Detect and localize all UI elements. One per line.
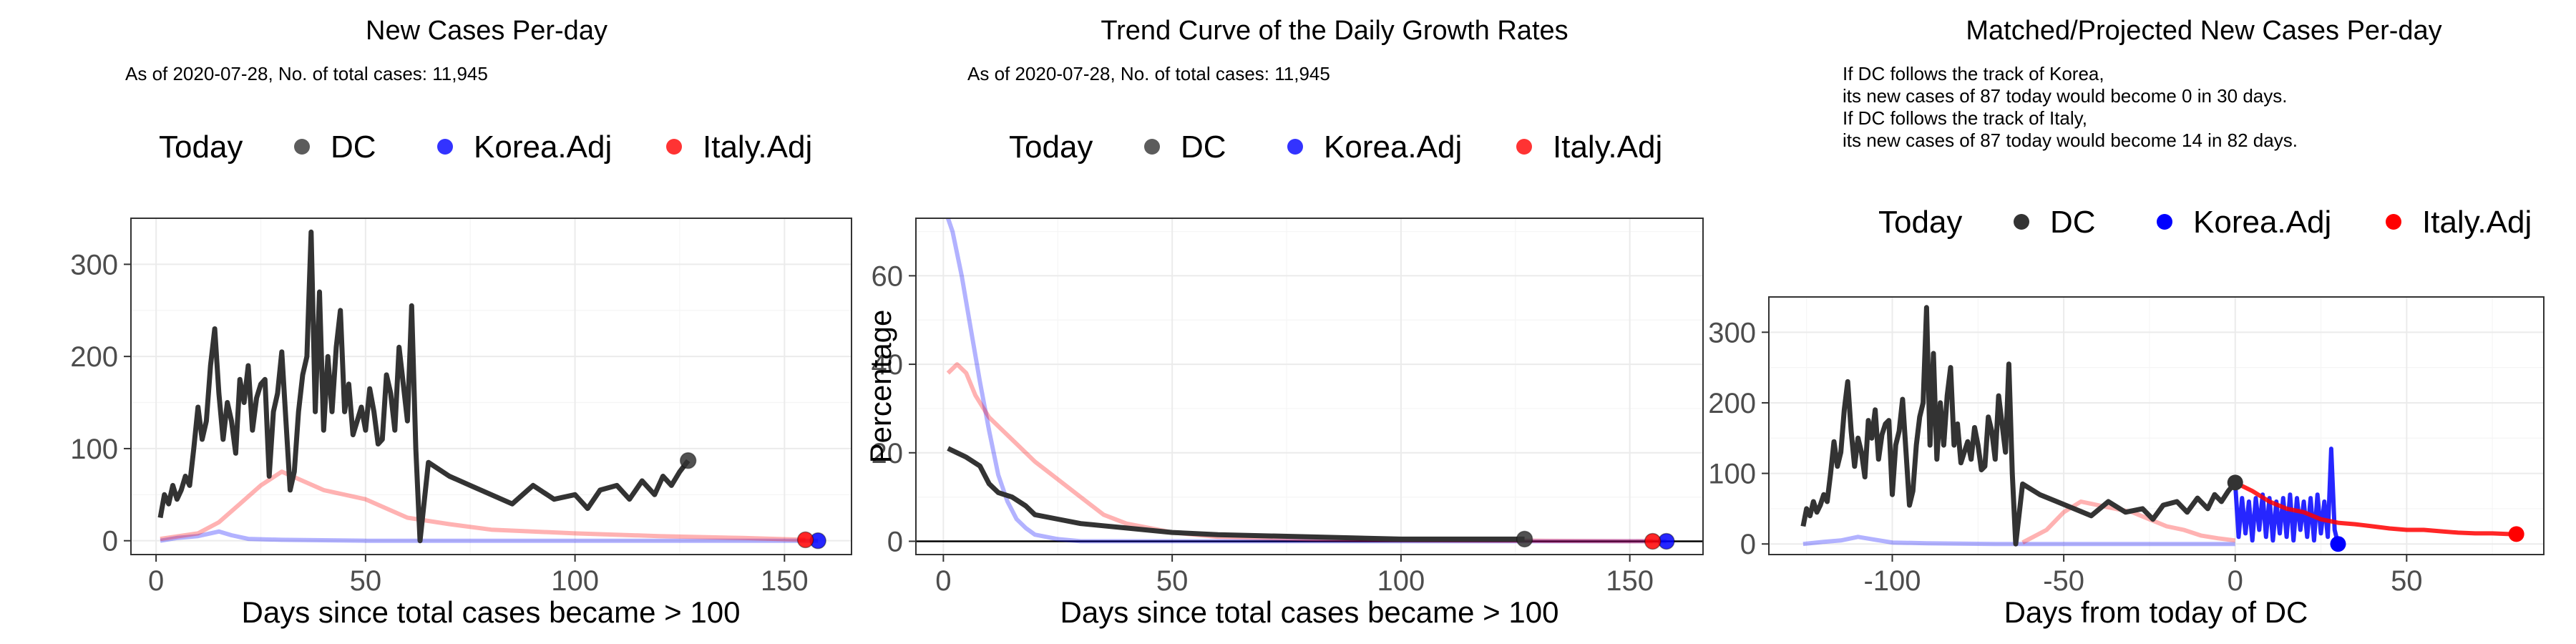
y-tick-label: 40 bbox=[872, 349, 904, 381]
x-tick-label: 0 bbox=[935, 565, 951, 597]
chart-subtitle-line: its new cases of 87 today would become 0… bbox=[1843, 85, 2287, 107]
legend-key bbox=[1516, 139, 1532, 155]
series-line-dc bbox=[947, 446, 1525, 542]
chart-subtitle-line: If DC follows the track of Korea, bbox=[1843, 63, 2104, 84]
plot-frame bbox=[1768, 296, 2545, 555]
chart-subtitle-line: As of 2020-07-28, No. of total cases: 11… bbox=[967, 63, 1330, 84]
today-point bbox=[796, 531, 814, 549]
series-line-dc bbox=[157, 229, 691, 544]
chart-panel-1: New Cases Per-day As of 2020-07-28, No. o… bbox=[70, 16, 852, 629]
y-tick-label: 0 bbox=[887, 526, 903, 557]
legend: Today DC Korea.Adj Italy.Adj bbox=[159, 130, 812, 165]
legend-key bbox=[666, 139, 682, 155]
x-axis-title: Days since total cases became > 100 bbox=[242, 595, 741, 629]
legend-entry: Italy.Adj bbox=[2422, 205, 2532, 240]
series-line-korea-adj bbox=[2233, 447, 2341, 545]
x-tick-label: 50 bbox=[2391, 565, 2423, 597]
legend-entry: Italy.Adj bbox=[703, 130, 812, 165]
y-axis-title: Percentage bbox=[864, 310, 897, 464]
y-tick-label: 60 bbox=[872, 260, 904, 292]
today-point bbox=[1644, 532, 1662, 550]
today-point bbox=[2330, 536, 2346, 552]
y-tick-label: 200 bbox=[1708, 388, 1756, 419]
y-tick-label: 300 bbox=[1708, 317, 1756, 348]
x-tick-label: 0 bbox=[148, 565, 164, 597]
legend: Today DC Korea.Adj Italy.Adj bbox=[1009, 130, 1662, 165]
legend-key bbox=[2386, 214, 2401, 230]
y-tick-label: 100 bbox=[70, 434, 118, 465]
today-point bbox=[2227, 474, 2243, 491]
legend-entry: Korea.Adj bbox=[1324, 130, 1462, 165]
y-tick-label: 0 bbox=[102, 526, 118, 557]
series-line-italy-adj bbox=[160, 469, 806, 542]
legend: Today DC Korea.Adj Italy.Adj bbox=[1878, 205, 2532, 240]
series-line-italy-adj bbox=[2234, 480, 2517, 537]
series-line-korea-adj bbox=[160, 529, 819, 543]
chart-subtitle-line: its new cases of 87 today would become 1… bbox=[1843, 130, 2298, 151]
x-tick-label: 0 bbox=[2228, 565, 2243, 597]
series-line-dc bbox=[1800, 305, 2238, 547]
x-tick-label: 100 bbox=[551, 565, 599, 597]
today-point bbox=[679, 452, 697, 469]
legend-key bbox=[2157, 214, 2172, 230]
y-tick-label: 20 bbox=[872, 438, 904, 469]
y-tick-label: 100 bbox=[1708, 459, 1756, 490]
chart-subtitle-line: If DC follows the track of Italy, bbox=[1843, 107, 2087, 129]
x-tick-label: 50 bbox=[350, 565, 382, 597]
legend-key bbox=[437, 139, 453, 155]
plot-background bbox=[916, 218, 1703, 555]
legend-title: Today bbox=[1009, 130, 1093, 165]
legend-entry: Korea.Adj bbox=[2193, 205, 2331, 240]
x-tick-label: -50 bbox=[2043, 565, 2084, 597]
legend-entry: Italy.Adj bbox=[1553, 130, 1662, 165]
legend-title: Today bbox=[159, 130, 243, 165]
legend-key bbox=[294, 139, 310, 155]
plot-frame bbox=[915, 218, 1704, 555]
plot-frame bbox=[130, 218, 852, 555]
chart-panel-3: Matched/Projected New Cases Per-day If DC… bbox=[1708, 16, 2545, 629]
chart-title: New Cases Per-day bbox=[366, 16, 608, 46]
x-tick-label: -100 bbox=[1863, 565, 1921, 597]
chart-subtitle-line: As of 2020-07-28, No. of total cases: 11… bbox=[125, 63, 488, 84]
series-line-korea-adj-matched bbox=[1802, 535, 2235, 547]
legend-key bbox=[2014, 214, 2029, 230]
chart-panel-2: Trend Curve of the Daily Growth Rates As … bbox=[864, 16, 1704, 629]
legend-entry: Korea.Adj bbox=[474, 130, 612, 165]
x-axis-title: Days from today of DC bbox=[2004, 595, 2308, 629]
y-tick-label: 200 bbox=[70, 341, 118, 373]
x-tick-label: 50 bbox=[1156, 565, 1189, 597]
y-tick-label: 0 bbox=[1740, 529, 1756, 560]
legend-title: Today bbox=[1878, 205, 1962, 240]
today-point bbox=[2508, 526, 2524, 542]
series-line-korea-adj bbox=[945, 218, 1667, 544]
x-tick-label: 150 bbox=[1606, 565, 1654, 597]
today-point bbox=[1516, 530, 1533, 548]
chart-title: Trend Curve of the Daily Growth Rates bbox=[1101, 16, 1568, 46]
legend-entry: DC bbox=[1181, 130, 1226, 165]
legend-key bbox=[1287, 139, 1303, 155]
chart-title: Matched/Projected New Cases Per-day bbox=[1966, 16, 2441, 46]
legend-entry: DC bbox=[331, 130, 376, 165]
legend-key bbox=[1144, 139, 1160, 155]
x-axis-title: Days since total cases became > 100 bbox=[1060, 595, 1559, 629]
x-tick-label: 100 bbox=[1377, 565, 1425, 597]
x-tick-label: 150 bbox=[761, 565, 809, 597]
legend-entry: DC bbox=[2050, 205, 2096, 240]
y-tick-label: 300 bbox=[70, 249, 118, 280]
